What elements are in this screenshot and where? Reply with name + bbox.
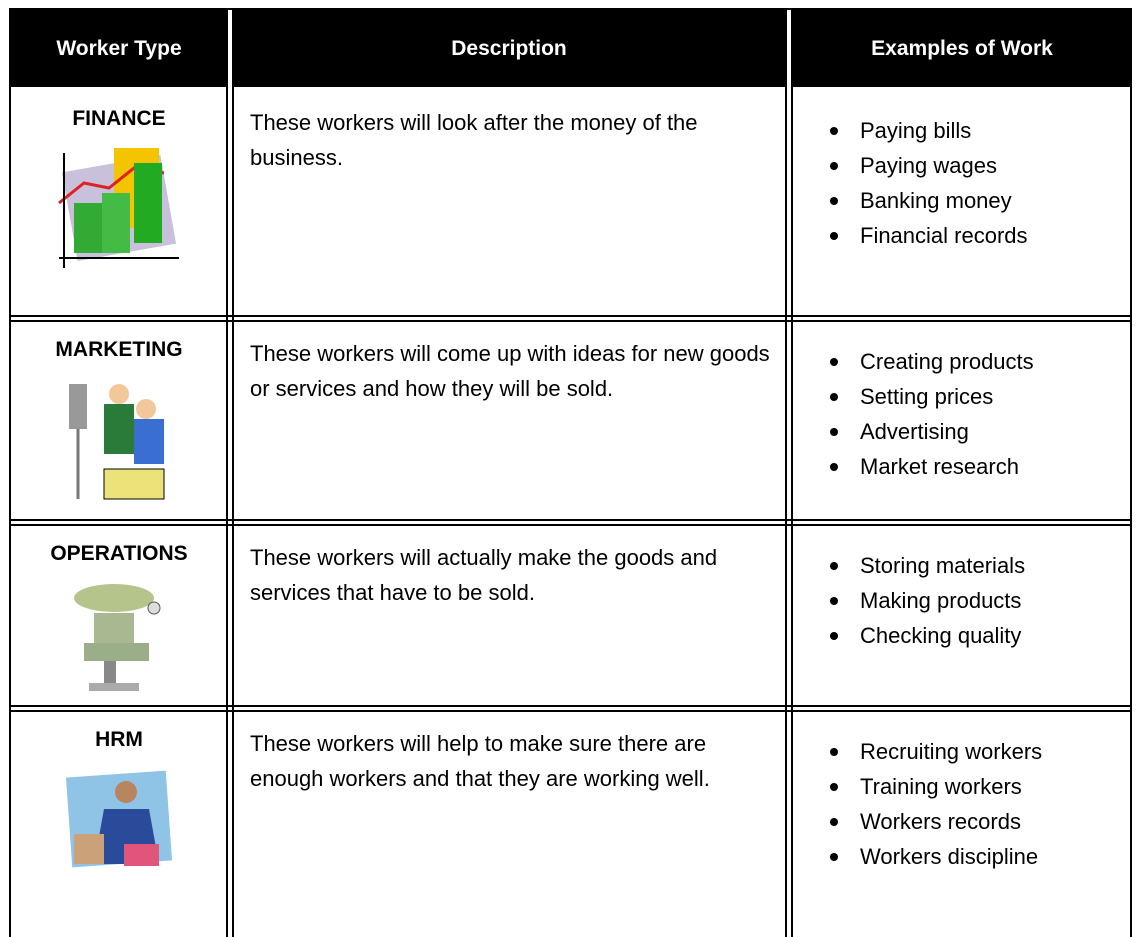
example: Creating products	[820, 344, 1130, 379]
example: Setting prices	[820, 379, 1130, 414]
description: These workers will actually make the goo…	[250, 545, 718, 605]
icon	[10, 374, 228, 504]
description: These workers will help to make sure the…	[250, 731, 710, 791]
example: Storing materials	[820, 548, 1130, 583]
column-border	[785, 8, 787, 937]
example: Advertising	[820, 414, 1130, 449]
example: Banking money	[820, 183, 1130, 218]
worker-type: FINANCE	[72, 107, 166, 130]
example: Financial records	[820, 218, 1130, 253]
description: These workers will come up with ideas fo…	[250, 341, 770, 401]
example: Market research	[820, 449, 1130, 484]
header-cell: Description	[232, 10, 786, 87]
column-border	[1130, 8, 1132, 937]
row-border	[10, 705, 1132, 707]
header-border	[10, 8, 1132, 10]
column-border	[226, 8, 228, 937]
header-cell: Examples of Work	[792, 10, 1132, 87]
example: Paying wages	[820, 148, 1130, 183]
worker-type: OPERATIONS	[50, 542, 188, 565]
column-border	[9, 8, 11, 937]
icon	[10, 764, 228, 874]
icon	[10, 578, 228, 698]
example: Paying bills	[820, 113, 1130, 148]
example: Workers discipline	[820, 839, 1130, 874]
example: Recruiting workers	[820, 734, 1130, 769]
worker-type: HRM	[95, 728, 143, 751]
examples: Recruiting workers Training workers Worker…	[820, 734, 1130, 874]
worker-type: MARKETING	[55, 338, 183, 361]
column-border	[791, 8, 793, 937]
header-cell: Worker Type	[10, 10, 228, 87]
example: Making products	[820, 583, 1130, 618]
example: Workers records	[820, 804, 1130, 839]
column-border	[232, 8, 234, 937]
icon	[10, 143, 228, 273]
example: Training workers	[820, 769, 1130, 804]
examples: Creating products Setting prices Advertisi…	[820, 344, 1130, 484]
row-border	[10, 320, 1132, 322]
example: Checking quality	[820, 618, 1130, 653]
examples: Paying bills Paying wages Banking money Fin…	[820, 113, 1130, 253]
row-border	[10, 524, 1132, 526]
description: These workers will look after the money …	[250, 110, 698, 170]
row-border	[10, 315, 1132, 317]
examples: Storing materials Making products Checking…	[820, 548, 1130, 653]
row-border	[10, 519, 1132, 521]
row-border	[10, 710, 1132, 712]
